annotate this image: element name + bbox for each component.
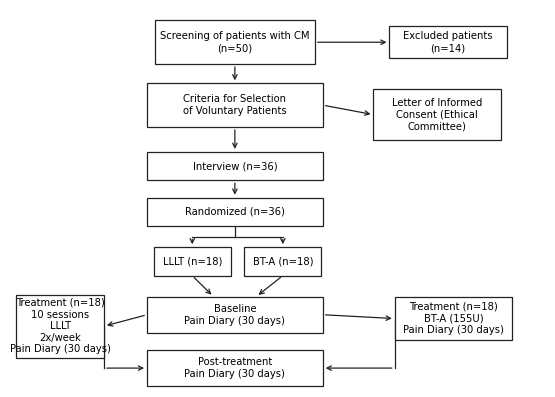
FancyBboxPatch shape	[154, 247, 231, 276]
FancyBboxPatch shape	[147, 297, 323, 333]
Text: Screening of patients with CM
(n=50): Screening of patients with CM (n=50)	[160, 31, 310, 53]
Text: Randomized (n=36): Randomized (n=36)	[185, 207, 285, 217]
FancyBboxPatch shape	[374, 89, 501, 141]
FancyBboxPatch shape	[395, 297, 512, 341]
Text: Interview (n=36): Interview (n=36)	[193, 161, 277, 171]
FancyBboxPatch shape	[16, 295, 104, 358]
FancyBboxPatch shape	[147, 350, 323, 386]
Text: LLLT (n=18): LLLT (n=18)	[163, 256, 222, 266]
FancyBboxPatch shape	[147, 83, 323, 127]
Text: Post-treatment
Pain Diary (30 days): Post-treatment Pain Diary (30 days)	[184, 357, 285, 379]
Text: Letter of Informed
Consent (Ethical
Committee): Letter of Informed Consent (Ethical Comm…	[392, 98, 482, 131]
FancyBboxPatch shape	[390, 26, 507, 58]
FancyBboxPatch shape	[147, 198, 323, 226]
Text: Excluded patients
(n=14): Excluded patients (n=14)	[403, 31, 493, 53]
Text: Baseline
Pain Diary (30 days): Baseline Pain Diary (30 days)	[184, 304, 285, 326]
Text: Criteria for Selection
of Voluntary Patients: Criteria for Selection of Voluntary Pati…	[183, 94, 287, 116]
Text: Treatment (n=18)
10 sessions
LLLT
2x/week
Pain Diary (30 days): Treatment (n=18) 10 sessions LLLT 2x/wee…	[9, 298, 110, 355]
FancyBboxPatch shape	[147, 152, 323, 180]
FancyBboxPatch shape	[244, 247, 321, 276]
Text: BT-A (n=18): BT-A (n=18)	[253, 256, 313, 266]
FancyBboxPatch shape	[155, 20, 315, 64]
Text: Treatment (n=18)
BT-A (155U)
Pain Diary (30 days): Treatment (n=18) BT-A (155U) Pain Diary …	[403, 302, 504, 335]
